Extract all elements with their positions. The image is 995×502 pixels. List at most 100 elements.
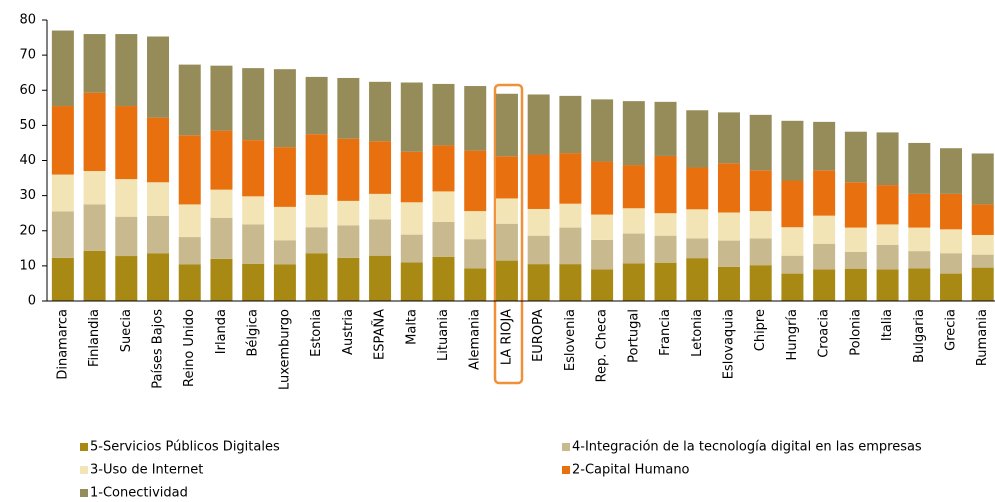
- bar-segment: [717, 112, 740, 164]
- x-tick-label: Bulgaria: [912, 309, 927, 363]
- bar-segment: [686, 167, 709, 210]
- x-tick-label: Estonia: [309, 309, 324, 357]
- bar-segment: [813, 215, 836, 244]
- bar-segment: [305, 227, 328, 254]
- bar-segment: [178, 64, 201, 136]
- x-tick-label: Irlanda: [214, 309, 229, 354]
- x-tick-label: Dinamarca: [55, 309, 70, 380]
- x-tick-label: Eslovaquia: [721, 309, 736, 379]
- bar-segment: [622, 165, 645, 209]
- bar-segment: [971, 153, 994, 205]
- bar-segment: [210, 130, 233, 190]
- bar-segment: [400, 82, 423, 152]
- bar-segment: [305, 76, 328, 135]
- bar-segment: [369, 193, 392, 220]
- x-tick-label: Hungría: [785, 309, 800, 360]
- x-tick-label: Bélgica: [246, 309, 261, 357]
- bar-segment: [844, 251, 867, 269]
- x-tick-label: Polonia: [848, 309, 863, 356]
- bar-segment: [559, 227, 582, 265]
- x-tick-label: Croacia: [817, 309, 832, 358]
- bar-segment: [908, 193, 931, 228]
- bar-segment: [654, 213, 677, 236]
- bar-segment: [178, 135, 201, 205]
- bar-segment: [749, 114, 772, 171]
- x-tick-label: Portugal: [626, 309, 641, 363]
- bar-segment: [971, 254, 994, 268]
- x-tick-label: Letonia: [690, 309, 705, 357]
- bar-segment: [686, 238, 709, 259]
- bar-segment: [464, 239, 487, 269]
- legend-label: 5-Servicios Públicos Digitales: [90, 440, 280, 455]
- bar-segment: [400, 234, 423, 263]
- bar-segment: [686, 258, 709, 301]
- bar-segment: [337, 77, 360, 139]
- y-tick-label: 0: [28, 294, 36, 309]
- bar-segment: [813, 243, 836, 270]
- bar-segment: [400, 262, 423, 301]
- legend-label: 1-Conectividad: [90, 486, 188, 501]
- legend-swatch: [562, 466, 570, 474]
- bar-segment: [495, 223, 518, 261]
- bar-segment: [654, 235, 677, 263]
- bar-segment: [83, 204, 106, 251]
- bar-segment: [717, 163, 740, 213]
- x-tick-label: Reino Unido: [182, 309, 197, 387]
- bar-segment: [844, 182, 867, 228]
- bar-segment: [147, 253, 170, 301]
- bar-segment: [369, 141, 392, 194]
- bar-segment: [654, 262, 677, 301]
- bar-segment: [844, 268, 867, 301]
- bar-segment: [210, 65, 233, 131]
- x-tick-label: Países Bajos: [151, 309, 166, 389]
- bar-segment: [876, 244, 899, 270]
- bar-segment: [876, 224, 899, 245]
- x-tick-label: Francia: [658, 309, 673, 356]
- bar-segment: [971, 204, 994, 235]
- bar-segment: [242, 140, 265, 197]
- x-tick-label: LA RIOJA: [499, 309, 514, 365]
- bar-segment: [717, 212, 740, 241]
- bar-segment: [971, 267, 994, 301]
- y-tick-label: 60: [19, 83, 36, 98]
- x-tick-label: Suecia: [119, 309, 134, 352]
- bar-segment: [591, 214, 614, 240]
- x-tick-label: Malta: [404, 309, 419, 345]
- bar-segment: [83, 34, 106, 93]
- bar-segment: [940, 229, 963, 254]
- x-tick-label: Eslovenia: [563, 309, 578, 371]
- bar-segment: [210, 258, 233, 301]
- legend-swatch: [80, 466, 88, 474]
- bar-segment: [749, 170, 772, 212]
- bar-segment: [591, 99, 614, 162]
- bar-segment: [369, 81, 392, 142]
- bar-segment: [432, 83, 455, 146]
- bar-segment: [908, 251, 931, 269]
- bar-segment: [147, 117, 170, 183]
- bar-segment: [591, 161, 614, 215]
- bar-segment: [464, 150, 487, 212]
- bar-segment: [178, 237, 201, 265]
- bar-segment: [527, 264, 550, 301]
- y-tick-label: 10: [19, 258, 36, 273]
- bar-segment: [749, 211, 772, 239]
- bar-segment: [464, 211, 487, 240]
- bar-segment: [51, 257, 74, 301]
- x-tick-label: Luxemburgo: [277, 309, 292, 390]
- x-tick-label: Italia: [880, 309, 895, 341]
- bar-segment: [559, 264, 582, 301]
- bar-segment: [908, 227, 931, 252]
- bar-segment: [527, 94, 550, 155]
- bar-segment: [654, 101, 677, 156]
- bar-segment: [432, 191, 455, 222]
- legend-swatch: [562, 443, 570, 451]
- y-tick-label: 80: [19, 13, 36, 28]
- bar-segment: [971, 234, 994, 255]
- bar-segment: [781, 120, 804, 181]
- highlight-box: [493, 83, 524, 385]
- bar-segment: [781, 180, 804, 228]
- x-tick-label: ESPAÑA: [372, 309, 388, 360]
- bar-segment: [495, 260, 518, 301]
- y-tick-label: 30: [19, 188, 36, 203]
- bar-segment: [369, 255, 392, 301]
